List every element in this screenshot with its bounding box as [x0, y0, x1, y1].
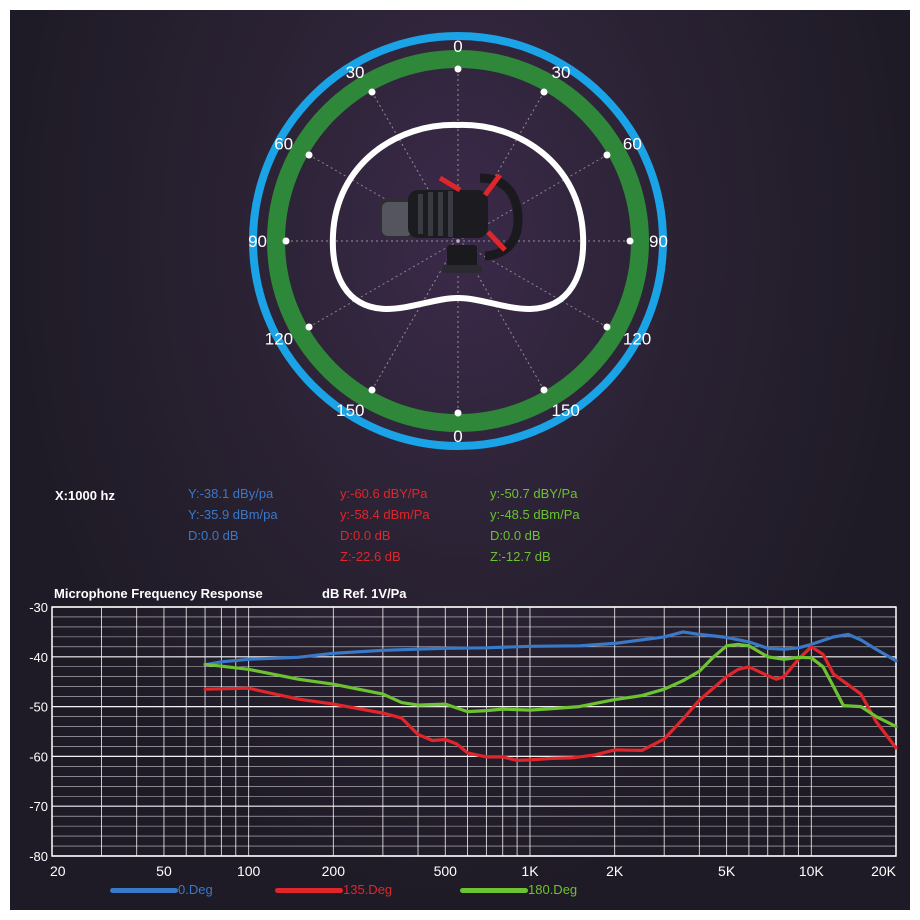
- readout-0deg-y2: Y:-35.9 dBm/pa: [188, 507, 278, 522]
- legend: 0.Deg 135.Deg 180.Deg: [110, 880, 810, 902]
- angle-dot: [540, 386, 548, 394]
- x-tick-label: 500: [434, 863, 458, 879]
- grid: [51, 606, 897, 857]
- legend-swatch-180deg: [460, 888, 528, 893]
- readout-180deg-y: y:-50.7 dBY/Pa: [490, 486, 578, 501]
- y-tick-label: -40: [29, 650, 48, 665]
- x-tick-label: 100: [237, 863, 261, 879]
- angle-dot: [626, 237, 634, 245]
- frequency-value: X:1000 hz: [55, 488, 115, 503]
- readout-135deg-d: D:0.0 dB: [340, 528, 391, 543]
- legend-label-180deg: 180.Deg: [528, 882, 578, 897]
- angle-spoke: [457, 240, 545, 391]
- y-tick-label: -50: [29, 700, 48, 715]
- y-tick-label: -80: [29, 849, 48, 864]
- x-tick-label: 10K: [799, 863, 825, 879]
- angle-spoke: [457, 154, 608, 242]
- readout-180deg-z: Z:-12.7 dB: [490, 549, 551, 564]
- polar-angle-label: 30: [346, 63, 365, 82]
- polar-angle-label: 150: [552, 401, 580, 420]
- readout-135deg-z: Z:-22.6 dB: [340, 549, 401, 564]
- legend-swatch-135deg: [275, 888, 343, 893]
- angle-dot: [305, 323, 313, 331]
- cardioid-pattern: [329, 121, 587, 313]
- angle-dot: [603, 151, 611, 159]
- legend-swatch-0deg: [110, 888, 178, 893]
- angle-spoke: [308, 240, 459, 328]
- angle-dot: [540, 88, 548, 96]
- green-band: [267, 50, 649, 432]
- polar-angle-label: 30: [552, 63, 571, 82]
- angle-dot: [368, 88, 376, 96]
- x-tick-label: 20K: [871, 863, 897, 879]
- x-tick-label: 50: [156, 863, 172, 879]
- polar-angle-label: 0: [453, 37, 462, 56]
- polar-angle-label: 90: [248, 232, 267, 251]
- legend-label-135deg: 135.Deg: [343, 882, 393, 897]
- series-line-0-deg: [203, 630, 898, 667]
- readout-0deg-d: D:0.0 dB: [188, 528, 239, 543]
- polar-pattern-diagram: 0 30 60 90 120 150 0 30 60 90 120 150: [248, 32, 668, 450]
- x-tick-label: 200: [322, 863, 346, 879]
- x-tick-label: 1K: [521, 863, 539, 879]
- angle-spoke: [371, 91, 459, 242]
- angle-dot: [603, 323, 611, 331]
- chart-panel: 0 30 60 90 120 150 0 30 60 90 120 150 X:1000 hz Y:…: [10, 10, 910, 910]
- x-tick-label: 2K: [606, 863, 624, 879]
- angle-dot: [305, 151, 313, 159]
- microphone-image: [380, 173, 523, 273]
- angle-spoke: [457, 91, 545, 242]
- plot-frame: [51, 606, 897, 857]
- x-tick-label: 5K: [718, 863, 736, 879]
- readout-180deg: y:-50.7 dBY/Pa y:-48.5 dBm/Pa D:0.0 dB Z…: [490, 483, 580, 567]
- polar-angle-label: 120: [265, 330, 293, 349]
- series-line-135-deg: [203, 645, 898, 763]
- chart-title: Microphone Frequency Response: [54, 586, 263, 601]
- readout-135deg-y2: y:-58.4 dBm/Pa: [340, 507, 430, 522]
- polar-angle-label: 60: [623, 135, 642, 154]
- polar-angle-label: 120: [623, 330, 651, 349]
- readout-0deg: Y:-38.1 dBy/pa Y:-35.9 dBm/pa D:0.0 dB: [188, 483, 278, 546]
- angle-markers: [282, 65, 634, 417]
- polar-angle-label: 150: [336, 401, 364, 420]
- readout-0deg-y: Y:-38.1 dBy/pa: [188, 486, 274, 501]
- polar-angle-label: 0: [453, 427, 462, 446]
- readout-135deg-y: y:-60.6 dBY/Pa: [340, 486, 428, 501]
- polar-angle-label: 60: [274, 135, 293, 154]
- angle-dot: [368, 386, 376, 394]
- y-tick-label: -70: [29, 799, 48, 814]
- polar-angle-label: 90: [649, 232, 668, 251]
- y-axis-unit-label: dB Ref. 1V/Pa: [322, 586, 407, 601]
- readout-180deg-y2: y:-48.5 dBm/Pa: [490, 507, 580, 522]
- angle-spokes: [286, 69, 630, 413]
- readout-180deg-d: D:0.0 dB: [490, 528, 541, 543]
- angle-dot: [454, 65, 462, 73]
- angle-spoke: [457, 240, 608, 328]
- angle-dot: [282, 237, 290, 245]
- outer-ring: [249, 32, 667, 450]
- angle-spoke: [371, 240, 459, 391]
- legend-label-0deg: 0.Deg: [178, 882, 213, 897]
- angle-dot: [454, 409, 462, 417]
- series-line-180-deg: [203, 642, 898, 729]
- x-tick-label: 20: [50, 863, 66, 879]
- y-tick-label: -60: [29, 749, 48, 764]
- readout-135deg: y:-60.6 dBY/Pa y:-58.4 dBm/Pa D:0.0 dB Z…: [340, 483, 430, 567]
- y-tick-label: -30: [29, 600, 48, 615]
- angle-spoke: [308, 154, 459, 242]
- frequency-readout: X:1000 hz: [55, 485, 115, 506]
